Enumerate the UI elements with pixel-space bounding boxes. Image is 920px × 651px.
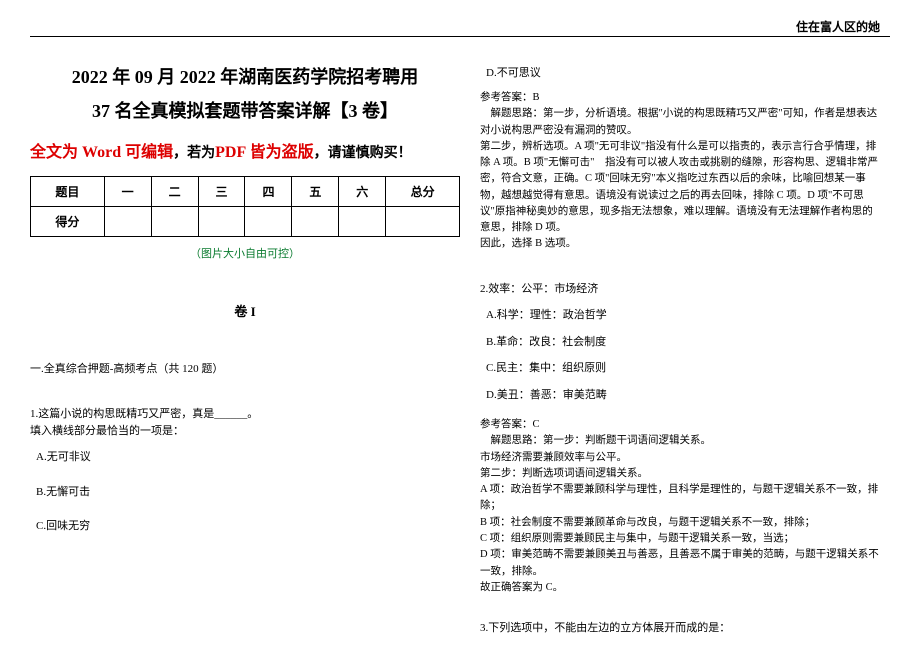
th-total: 总分 xyxy=(386,177,460,207)
cell-blank xyxy=(339,207,386,237)
question-3: 3.下列选项中，不能由左边的立方体展开而成的是： xyxy=(480,620,880,637)
section-heading: 一.全真综合押题-高频考点（共 120 题） xyxy=(30,360,460,376)
title-line-2: 37 名全真模拟套题带答案详解【3 卷】 xyxy=(30,94,460,128)
cell-blank xyxy=(292,207,339,237)
q1-stem-1: 1.这篇小说的构思既精巧又严密，真是______。 xyxy=(30,406,460,423)
q1-explanation-2: 第二步，辨析选项。A 项"无可非议"指没有什么是可以指责的，表示言行合乎情理，排… xyxy=(480,139,880,237)
q2-explanation-4: A 项：政治哲学不需要兼顾科学与理性，且科学是理性的，与题干逻辑关系不一致，排除… xyxy=(480,482,880,515)
q2-answer-block: 参考答案：C 解题思路：第一步：判断题干词语间逻辑关系。 市场经济需要兼顾效率与… xyxy=(480,417,880,596)
cell-blank xyxy=(245,207,292,237)
q1-answer-label: 参考答案：B xyxy=(480,90,880,106)
th-3: 三 xyxy=(198,177,245,207)
row-score-label: 得分 xyxy=(31,207,105,237)
notice-pdf-piracy: PDF 皆为盗版 xyxy=(215,144,314,161)
volume-label: 卷 I xyxy=(30,301,460,320)
question-2: 2.效率：公平：市场经济 A.科学：理性：政治哲学 B.革命：改良：社会制度 C… xyxy=(480,281,880,404)
q2-explanation-7: D 项：审美范畴不需要兼顾美丑与善恶，且善恶不属于审美的范畴，与题干逻辑关系不一… xyxy=(480,547,880,580)
question-1: 1.这篇小说的构思既精巧又严密，真是______。 填入横线部分最恰当的一项是：… xyxy=(30,406,460,535)
q1-stem-2: 填入横线部分最恰当的一项是： xyxy=(30,423,460,440)
th-4: 四 xyxy=(245,177,292,207)
q1-answer-block: 参考答案：B 解题思路：第一步，分析语境。根据"小说的构思既精巧又严密"可知，作… xyxy=(480,90,880,253)
header-top-right: 住在富人区的她 xyxy=(796,18,880,35)
th-1: 一 xyxy=(104,177,151,207)
table-row: 题目 一 二 三 四 五 六 总分 xyxy=(31,177,460,207)
cell-blank xyxy=(386,207,460,237)
copyright-notice: 全文为 Word 可编辑，若为PDF 皆为盗版，请谨慎购买！ xyxy=(30,138,460,162)
q2-stem: 2.效率：公平：市场经济 xyxy=(480,281,880,298)
notice-word-editable: 全文为 Word 可编辑 xyxy=(30,144,173,161)
table-row: 得分 xyxy=(31,207,460,237)
top-rule xyxy=(30,36,890,37)
q2-option-b: B.革命：改良：社会制度 xyxy=(486,334,880,351)
th-6: 六 xyxy=(339,177,386,207)
q1-option-b: B.无懈可击 xyxy=(36,484,460,501)
cell-blank xyxy=(198,207,245,237)
cell-blank xyxy=(151,207,198,237)
right-column: D.不可思议 参考答案：B 解题思路：第一步，分析语境。根据"小说的构思既精巧又… xyxy=(480,60,880,651)
q3-stem: 3.下列选项中，不能由左边的立方体展开而成的是： xyxy=(480,620,880,637)
th-topic: 题目 xyxy=(31,177,105,207)
score-table: 题目 一 二 三 四 五 六 总分 得分 xyxy=(30,176,460,237)
q2-answer-label: 参考答案：C xyxy=(480,417,880,433)
image-size-note: （图片大小自由可控） xyxy=(30,245,460,261)
q2-explanation-3: 第二步：判断选项词语间逻辑关系。 xyxy=(480,466,880,482)
notice-caution: ，请谨慎购买！ xyxy=(314,146,412,161)
q1-option-a: A.无可非议 xyxy=(36,449,460,466)
q1-option-d: D.不可思议 xyxy=(486,64,880,80)
exam-title: 2022 年 09 月 2022 年湖南医药学院招考聘用 37 名全真模拟套题带… xyxy=(30,60,460,128)
page-columns: 2022 年 09 月 2022 年湖南医药学院招考聘用 37 名全真模拟套题带… xyxy=(30,60,890,651)
q2-explanation-8: 故正确答案为 C。 xyxy=(480,580,880,596)
cell-blank xyxy=(104,207,151,237)
q2-explanation-2: 市场经济需要兼顾效率与公平。 xyxy=(480,450,880,466)
th-5: 五 xyxy=(292,177,339,207)
notice-sep1: ，若为 xyxy=(173,146,215,161)
q2-option-d: D.美丑：善恶：审美范畴 xyxy=(486,387,880,404)
left-column: 2022 年 09 月 2022 年湖南医药学院招考聘用 37 名全真模拟套题带… xyxy=(30,60,460,651)
q2-explanation-6: C 项：组织原则需要兼顾民主与集中，与题干逻辑关系一致，当选； xyxy=(480,531,880,547)
q1-explanation-1: 解题思路：第一步，分析语境。根据"小说的构思既精巧又严密"可知，作者是想表达对小… xyxy=(480,106,880,139)
q2-explanation-1: 解题思路：第一步：判断题干词语间逻辑关系。 xyxy=(480,433,880,449)
q2-explanation-5: B 项：社会制度不需要兼顾革命与改良，与题干逻辑关系不一致，排除； xyxy=(480,515,880,531)
q1-option-c: C.回味无穷 xyxy=(36,518,460,535)
title-line-1: 2022 年 09 月 2022 年湖南医药学院招考聘用 xyxy=(30,60,460,94)
q2-option-c: C.民主：集中：组织原则 xyxy=(486,360,880,377)
th-2: 二 xyxy=(151,177,198,207)
q1-explanation-3: 因此，选择 B 选项。 xyxy=(480,236,880,252)
q2-option-a: A.科学：理性：政治哲学 xyxy=(486,307,880,324)
